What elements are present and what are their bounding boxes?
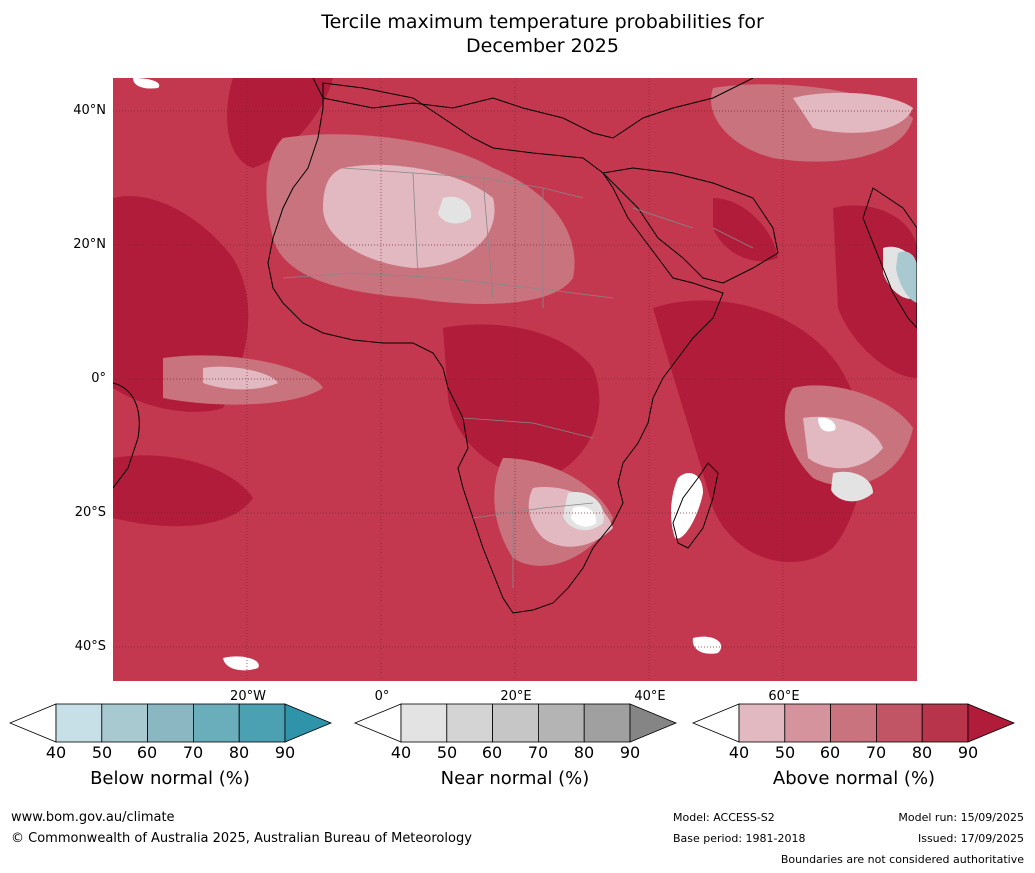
- colorbar-cell: [738, 703, 786, 743]
- colorbar-low-extension: [691, 703, 740, 743]
- colorbar-high-extension: [629, 703, 678, 743]
- tick-label: 80: [911, 743, 933, 762]
- coastlines: [113, 78, 917, 614]
- below-normal-region: [896, 251, 917, 303]
- lat-label-20n: 20°N: [73, 237, 106, 252]
- colorbar-high-extension: [284, 703, 333, 743]
- colorbar-cell: [830, 703, 877, 743]
- tick-label: 50: [91, 743, 113, 762]
- website-link[interactable]: www.bom.gov.au/climate: [11, 810, 175, 825]
- colorbar-cell: [784, 703, 832, 743]
- lat-label-20s: 20°S: [74, 505, 106, 520]
- colorbar-cell: [875, 703, 923, 743]
- tick-label: 80: [573, 743, 595, 762]
- near-normal-colorbar: [353, 703, 678, 743]
- near-normal-title: Near normal (%): [440, 768, 590, 789]
- tick-label: 50: [774, 743, 796, 762]
- lat-label-40s: 40°S: [74, 639, 106, 654]
- graticule: [113, 78, 917, 681]
- tick-label: 70: [865, 743, 887, 762]
- colorbar-low-extension: [8, 703, 57, 743]
- tick-label: 60: [136, 743, 158, 762]
- colorbar-cell: [446, 703, 494, 743]
- colorbar-cell: [921, 703, 969, 743]
- colorbar-cell: [101, 703, 149, 743]
- colorbar-cell: [537, 703, 585, 743]
- tick-label: 70: [527, 743, 549, 762]
- base-period-label: Base period: 1981-2018: [673, 832, 806, 845]
- colorbar-cell: [492, 703, 539, 743]
- tick-label: 60: [481, 743, 503, 762]
- chart-title: Tercile maximum temperature probabilitie…: [321, 11, 764, 57]
- copyright-text: © Commonwealth of Australia 2025, Austra…: [11, 831, 472, 846]
- tick-label: 60: [819, 743, 841, 762]
- above-normal-title: Above normal (%): [772, 768, 936, 789]
- lon-label-40e: 40°E: [634, 689, 666, 704]
- colorbar-cell: [400, 703, 448, 743]
- below-normal-title: Below normal (%): [90, 768, 250, 789]
- colorbar-low-extension: [353, 703, 402, 743]
- tick-label: 90: [957, 743, 979, 762]
- tick-label: 90: [619, 743, 641, 762]
- colorbar-cell: [55, 703, 103, 743]
- above-normal-colorbar: [691, 703, 1016, 743]
- boundaries-disclaimer: Boundaries are not considered authoritat…: [780, 853, 1024, 866]
- model-run-label: Model run: 15/09/2025: [898, 811, 1024, 824]
- tick-label: 50: [436, 743, 458, 762]
- probability-map: [113, 78, 917, 681]
- colorbar-cell: [238, 703, 286, 743]
- lon-label-60e: 60°E: [768, 689, 800, 704]
- tick-label: 90: [274, 743, 296, 762]
- lon-label-20w: 20°W: [230, 689, 266, 704]
- colorbar-high-extension: [967, 703, 1016, 743]
- lon-label-20e: 20°E: [500, 689, 532, 704]
- tick-label: 40: [728, 743, 750, 762]
- lat-label-40n: 40°N: [73, 103, 106, 118]
- model-label: Model: ACCESS-S2: [673, 811, 775, 824]
- country-borders: [282, 167, 754, 588]
- tick-label: 80: [228, 743, 250, 762]
- colorbar-cell: [192, 703, 240, 743]
- tick-label: 40: [390, 743, 412, 762]
- low-probability-regions: [133, 78, 836, 671]
- lat-label-0: 0°: [91, 371, 106, 386]
- colorbar-cell: [583, 703, 631, 743]
- lon-label-0: 0°: [374, 689, 390, 704]
- issued-label: Issued: 17/09/2025: [917, 832, 1024, 845]
- colorbar-cell: [147, 703, 194, 743]
- below-normal-colorbar: [8, 703, 333, 743]
- tick-label: 70: [182, 743, 204, 762]
- tick-label: 40: [45, 743, 67, 762]
